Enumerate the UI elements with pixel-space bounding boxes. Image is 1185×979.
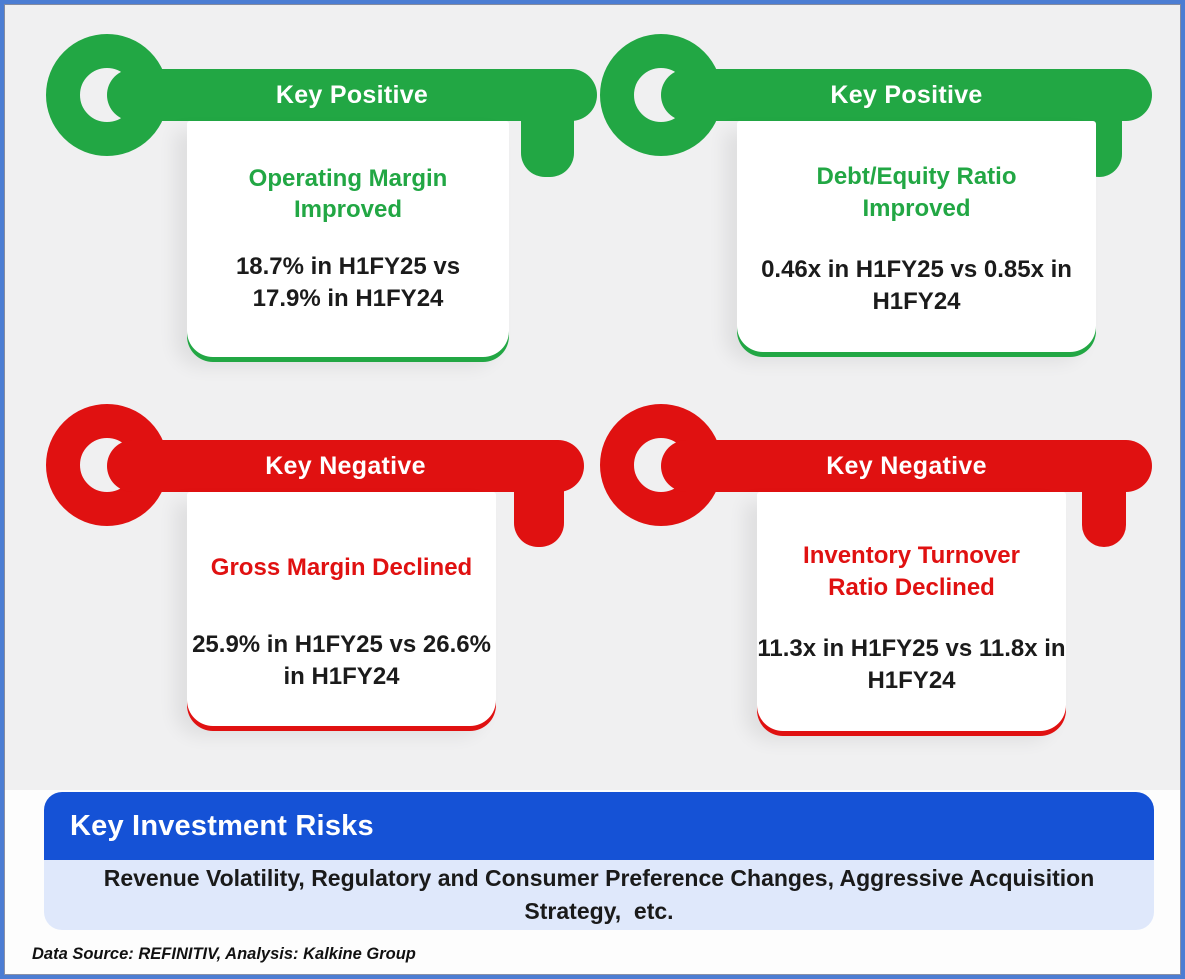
metric-title: Inventory Turnover Ratio Declined [803, 542, 1020, 601]
risks-header-bar: Key Investment Risks [44, 792, 1154, 860]
key-label: Key Negative [826, 451, 987, 480]
metric-card: Gross Margin Declined 25.9% in H1FY25 vs… [187, 492, 496, 726]
metric-card: Debt/Equity Ratio Improved 0.46x in H1FY… [737, 121, 1096, 352]
metric-title: Operating Margin Improved [248, 164, 448, 224]
metric-title: Gross Margin Declined [210, 553, 473, 581]
key-label: Key Negative [265, 451, 426, 480]
metric-value: 18.7% in H1FY25 vs 17.9% in H1FY24 [235, 253, 461, 313]
key-shaft: Key Positive [661, 69, 1152, 121]
metric-card: Operating Margin Improved 18.7% in H1FY2… [187, 121, 509, 357]
metric-value: 25.9% in H1FY25 vs 26.6% in H1FY24 [192, 630, 491, 690]
risks-title: Key Investment Risks [70, 809, 374, 842]
key-shaft: Key Positive [107, 69, 597, 121]
investment-risks-panel: Key Investment Risks Revenue Volatility,… [44, 792, 1154, 930]
metric-card: Inventory Turnover Ratio Declined 11.3x … [757, 492, 1066, 731]
key-shaft: Key Negative [661, 440, 1152, 492]
data-source-note: Data Source: REFINITIV, Analysis: Kalkin… [32, 945, 416, 963]
metric-value: 0.46x in H1FY25 vs 0.85x in H1FY24 [761, 255, 1072, 315]
key-shaft: Key Negative [107, 440, 584, 492]
risks-text: Revenue Volatility, Regulatory and Consu… [103, 865, 1095, 924]
key-label: Key Positive [275, 80, 429, 109]
key-label: Key Positive [830, 80, 983, 109]
metric-title: Debt/Equity Ratio Improved [816, 163, 1017, 222]
metric-value: 11.3x in H1FY25 vs 11.8x in H1FY24 [757, 634, 1066, 694]
risks-body: Revenue Volatility, Regulatory and Consu… [44, 860, 1154, 930]
